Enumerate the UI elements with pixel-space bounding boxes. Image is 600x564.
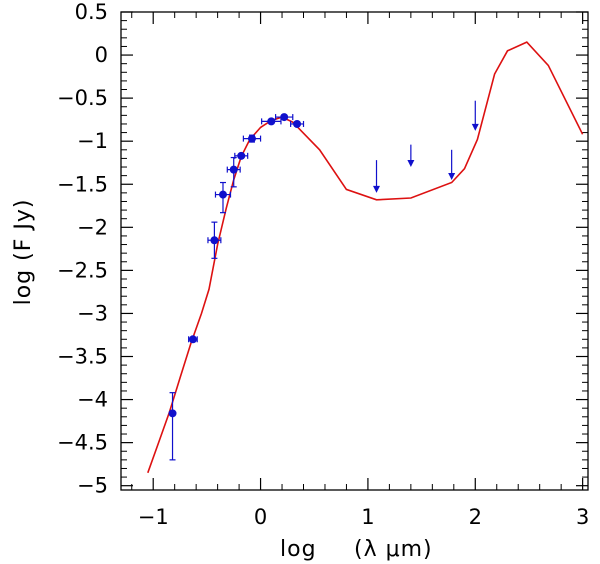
x-tick-label: 3 [576,505,589,529]
upper-limit-series [373,100,479,193]
y-tick-label: −4.5 [57,431,108,455]
minor-ticks [121,12,588,490]
data-point [214,181,232,214]
point-marker [293,119,302,128]
data-point [168,392,177,461]
upper-limit-arrow [407,144,415,168]
y-tick-label: −3 [77,301,108,325]
data-point [242,134,262,143]
data-point [188,335,198,344]
y-tick-label: −3.5 [57,345,108,369]
point-marker [280,113,289,122]
y-tick-label: −1 [77,129,108,153]
upper-limit-arrow [373,160,381,193]
model-sed-line [147,41,584,474]
x-axis-label: (λ μm) [354,537,433,562]
point-marker [247,134,256,143]
arrow-head [407,160,415,168]
upper-limit-arrow [448,149,456,180]
y-tick-label: −5 [77,474,108,498]
arrow-head [471,123,479,131]
x-tick-label: 0 [254,505,267,529]
point-marker [210,236,219,245]
data-point [234,151,249,160]
axes [120,11,589,491]
point-marker [229,165,238,174]
point-marker [168,409,177,418]
point-marker [237,151,246,160]
y-tick-label: 0 [95,43,108,67]
x-axis-label-prefix: log [280,537,317,562]
y-tick-label: −1.5 [57,172,108,196]
data-point [226,156,241,188]
data-point [274,113,294,122]
point-marker [188,335,197,344]
y-tick-label: −0.5 [57,86,108,110]
photometry-series [168,113,305,461]
data-point [261,117,282,126]
point-marker [267,117,276,126]
model-series [147,41,584,474]
y-tick-label: −4 [77,388,108,412]
upper-limit-arrow [471,100,479,131]
x-tick-label: 1 [361,505,374,529]
y-tick-label: −2.5 [57,258,108,282]
data-point [207,221,222,259]
x-tick-labels: −1 0 1 2 3 [138,505,590,529]
plot-frame [120,11,589,491]
point-marker [218,190,227,199]
y-axis-label: log (F Jy) [11,199,36,306]
x-tick-label: 2 [469,505,482,529]
data-point [290,119,305,128]
x-tick-label: −1 [138,505,169,529]
arrow-head [448,172,456,180]
major-ticks [121,11,588,490]
y-tick-labels: 0.5 0 −0.5 −1 −1.5 −2 −2.5 −3 −3.5 −4 −4.5 −5 [57,0,108,498]
y-tick-label: −2 [77,215,108,239]
arrow-head [373,185,381,193]
y-tick-label: 0.5 [75,0,108,24]
